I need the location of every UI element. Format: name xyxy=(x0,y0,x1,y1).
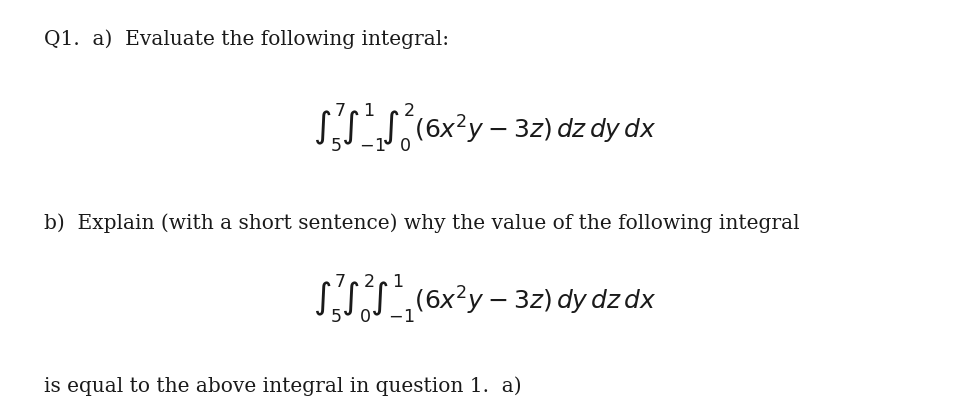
Text: $\int_{5}^{7}\!\int_{-1}^{1}\!\int_{0}^{2}(6x^2y - 3z)\,dz\,dy\,dx$: $\int_{5}^{7}\!\int_{-1}^{1}\!\int_{0}^{… xyxy=(313,101,656,154)
Text: Q1.  a)  Evaluate the following integral:: Q1. a) Evaluate the following integral: xyxy=(44,29,449,49)
Text: is equal to the above integral in question 1.  a): is equal to the above integral in questi… xyxy=(44,376,521,396)
Text: b)  Explain (with a short sentence) why the value of the following integral: b) Explain (with a short sentence) why t… xyxy=(44,213,799,233)
Text: $\int_{5}^{7}\!\int_{0}^{2}\!\int_{-1}^{1}(6x^2y - 3z)\,dy\,dz\,dx$: $\int_{5}^{7}\!\int_{0}^{2}\!\int_{-1}^{… xyxy=(313,273,656,325)
